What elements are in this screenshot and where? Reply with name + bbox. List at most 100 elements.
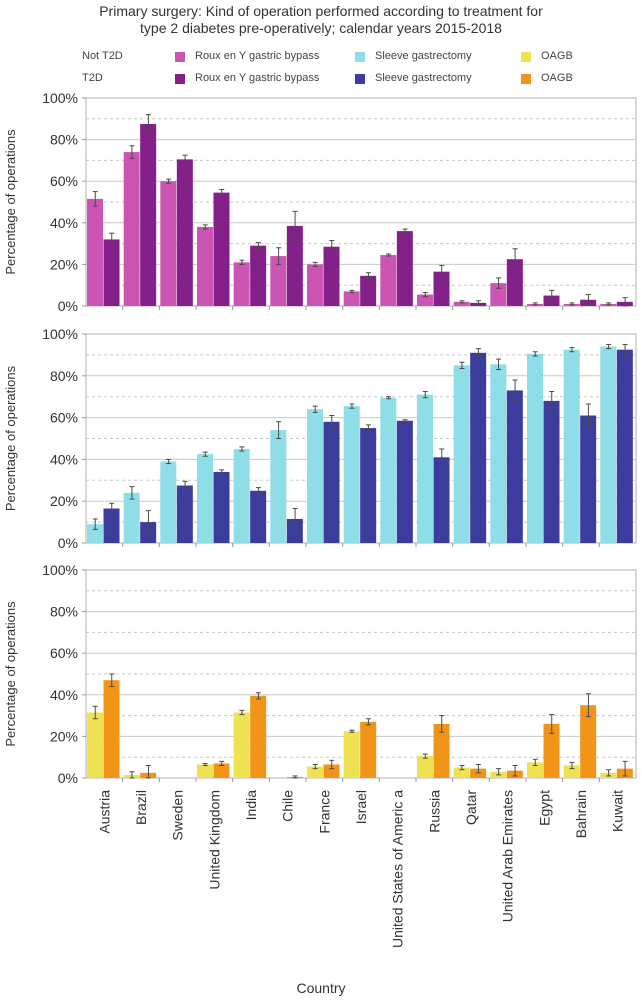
panel-1-not-t2d-india-bar (233, 262, 250, 306)
panel-1-not-t2d-united-states-of-americ-a-bar (380, 255, 397, 306)
panel-1-t2d-united-kingdom-bar (213, 192, 230, 306)
panel-3-y-tick-label: 100% (42, 562, 78, 578)
panel-1-not-t2d-france-bar (307, 264, 323, 306)
panel-2-not-t2d-united-states-of-americ-a-bar (380, 397, 397, 543)
x-tick-label-brazil: Brazil (133, 790, 149, 825)
panel-1-not-t2d-brazil-bar (123, 152, 140, 306)
panel-2-not-t2d-egypt-bar (527, 353, 543, 543)
panel-2-not-t2d-chile-bar (270, 430, 287, 543)
panel-3-t2d-russia-bar (433, 723, 450, 778)
panel-3-t2d-india-bar (250, 695, 267, 778)
panel-3-not-t2d-france-bar (307, 766, 323, 778)
chart-title: Primary surgery: Kind of operation perfo… (0, 3, 642, 37)
panel-1-t2d-chile-bar (286, 225, 303, 306)
panel-3-not-t2d-egypt-bar (527, 762, 543, 778)
panel-3-not-t2d-united-kingdom-bar (197, 764, 213, 778)
panel-1-t2d-israel-bar (360, 275, 377, 306)
x-tick-label-russia: Russia (426, 790, 442, 833)
x-tick-label-united-kingdom: United Kingdom (206, 790, 222, 890)
x-tick-label-united-states-of-americ-a: United States of Americ a (390, 790, 406, 948)
x-tick-label-kuwait: Kuwait (610, 790, 626, 832)
x-tick-label-bahrain: Bahrain (573, 790, 589, 838)
legend-row-label-t2d: T2D (82, 72, 103, 84)
panel-1-not-t2d-united-kingdom-bar (197, 226, 213, 306)
panel-1-y-tick-label: 0% (58, 298, 78, 314)
panel-2-t2d-united-arab-emirates-bar (506, 390, 523, 543)
panel-3-not-t2d-austria-bar (87, 712, 103, 778)
panel-2-not-t2d-kuwait-bar (600, 346, 617, 543)
panel-1-t2d-brazil-bar (140, 124, 157, 306)
panel-2-t2d-india-bar (250, 490, 267, 543)
chart-title-line-2: type 2 diabetes pre-operatively; calenda… (140, 20, 502, 36)
panel-1-not-t2d-qatar-bar (453, 301, 470, 306)
legend-swatch-oagb-not-t2d (521, 52, 531, 62)
legend-item-sleeve-not-t2d: Sleeve gastrectomy (375, 50, 472, 62)
panel-1-t2d-russia-bar (433, 271, 450, 306)
x-tick-label-austria: Austria (96, 790, 112, 834)
legend-swatch-rygb-not-t2d (175, 52, 185, 62)
panel-2-y-tick-label: 100% (42, 326, 78, 342)
panel-3-t2d-israel-bar (360, 721, 377, 778)
panel-2-t2d-bahrain-bar (580, 415, 597, 543)
panel-1-not-t2d-chile-bar (270, 256, 287, 306)
panel-2-y-tick-label: 80% (50, 368, 78, 384)
legend-item-sleeve-t2d: Sleeve gastrectomy (375, 72, 472, 84)
panel-3-not-t2d-israel-bar (343, 731, 360, 778)
panel-2-t2d-egypt-bar (543, 400, 560, 543)
legend-item-rygb-t2d: Roux en Y gastric bypass (195, 72, 320, 84)
x-tick-label-qatar: Qatar (463, 790, 479, 825)
panel-1-t2d-united-arab-emirates-bar (506, 259, 523, 306)
panel-2-not-t2d-united-kingdom-bar (197, 454, 213, 543)
panel-1-t2d-united-states-of-americ-a-bar (396, 231, 413, 306)
panel-2-t2d-france-bar (323, 421, 340, 543)
panel-2-not-t2d-qatar-bar (453, 365, 470, 543)
panel-2-y-tick-label: 40% (50, 451, 78, 467)
legend-swatch-oagb-t2d (521, 74, 531, 84)
panel-2-not-t2d-bahrain-bar (563, 349, 580, 543)
panel-2-t2d-chile-bar (286, 518, 303, 543)
panel-2-t2d-russia-bar (433, 457, 450, 543)
panel-3-y-axis-label: Percentage of operations (3, 601, 18, 747)
panel-2-t2d-united-kingdom-bar (213, 471, 230, 543)
panel-1-y-tick-label: 60% (50, 173, 78, 189)
panel-3-y-tick-label: 40% (50, 687, 78, 703)
x-tick-label-sweden: Sweden (170, 790, 186, 841)
legend-row-label-not-t2d: Not T2D (82, 50, 123, 62)
panel-1-not-t2d-russia-bar (417, 294, 433, 306)
panel-2-t2d-israel-bar (360, 428, 377, 543)
panel-3-t2d-egypt-bar (543, 723, 560, 778)
x-axis-label: Country (296, 980, 346, 996)
panel-2-t2d-kuwait-bar (616, 349, 633, 543)
panel-2-t2d-united-states-of-americ-a-bar (396, 420, 413, 543)
panel-2-not-t2d-brazil-bar (123, 492, 140, 543)
legend: Not T2D T2D Roux en Y gastric bypass Sle… (0, 44, 642, 92)
legend-swatch-rygb-t2d (175, 74, 185, 84)
panel-3-not-t2d-russia-bar (417, 756, 433, 778)
legend-swatch-sleeve-t2d (355, 74, 365, 84)
panel-1-t2d-sweden-bar (176, 159, 193, 306)
panel-2-t2d-austria-bar (103, 508, 120, 543)
panel-2-not-t2d-russia-bar (417, 394, 433, 543)
panel-2-t2d-sweden-bar (176, 485, 193, 543)
panel-1-y-tick-label: 80% (50, 132, 78, 148)
panel-3-t2d-france-bar (323, 764, 340, 778)
legend-swatch-sleeve-not-t2d (355, 52, 365, 62)
panel-1-t2d-india-bar (250, 245, 267, 306)
panel-1-not-t2d-united-arab-emirates-bar (490, 283, 507, 306)
panel-2-not-t2d-united-arab-emirates-bar (490, 364, 507, 543)
panel-2-not-t2d-israel-bar (343, 406, 360, 543)
panel-3-t2d-united-kingdom-bar (213, 763, 230, 778)
panel-1-not-t2d-sweden-bar (160, 181, 177, 306)
panel-2-not-t2d-austria-bar (87, 524, 103, 543)
panel-2-y-axis-label: Percentage of operations (3, 365, 18, 511)
panel-1-t2d-austria-bar (103, 239, 120, 306)
panel-1-not-t2d-austria-bar (87, 198, 103, 306)
panel-1-y-tick-label: 100% (42, 90, 78, 106)
panel-2-not-t2d-sweden-bar (160, 461, 177, 543)
legend-item-oagb-t2d: OAGB (541, 72, 573, 84)
panel-3-t2d-austria-bar (103, 680, 120, 778)
chart-title-line-1: Primary surgery: Kind of operation perfo… (99, 3, 543, 19)
panel-1-y-tick-label: 40% (50, 215, 78, 231)
panel-2-not-t2d-india-bar (233, 448, 250, 543)
